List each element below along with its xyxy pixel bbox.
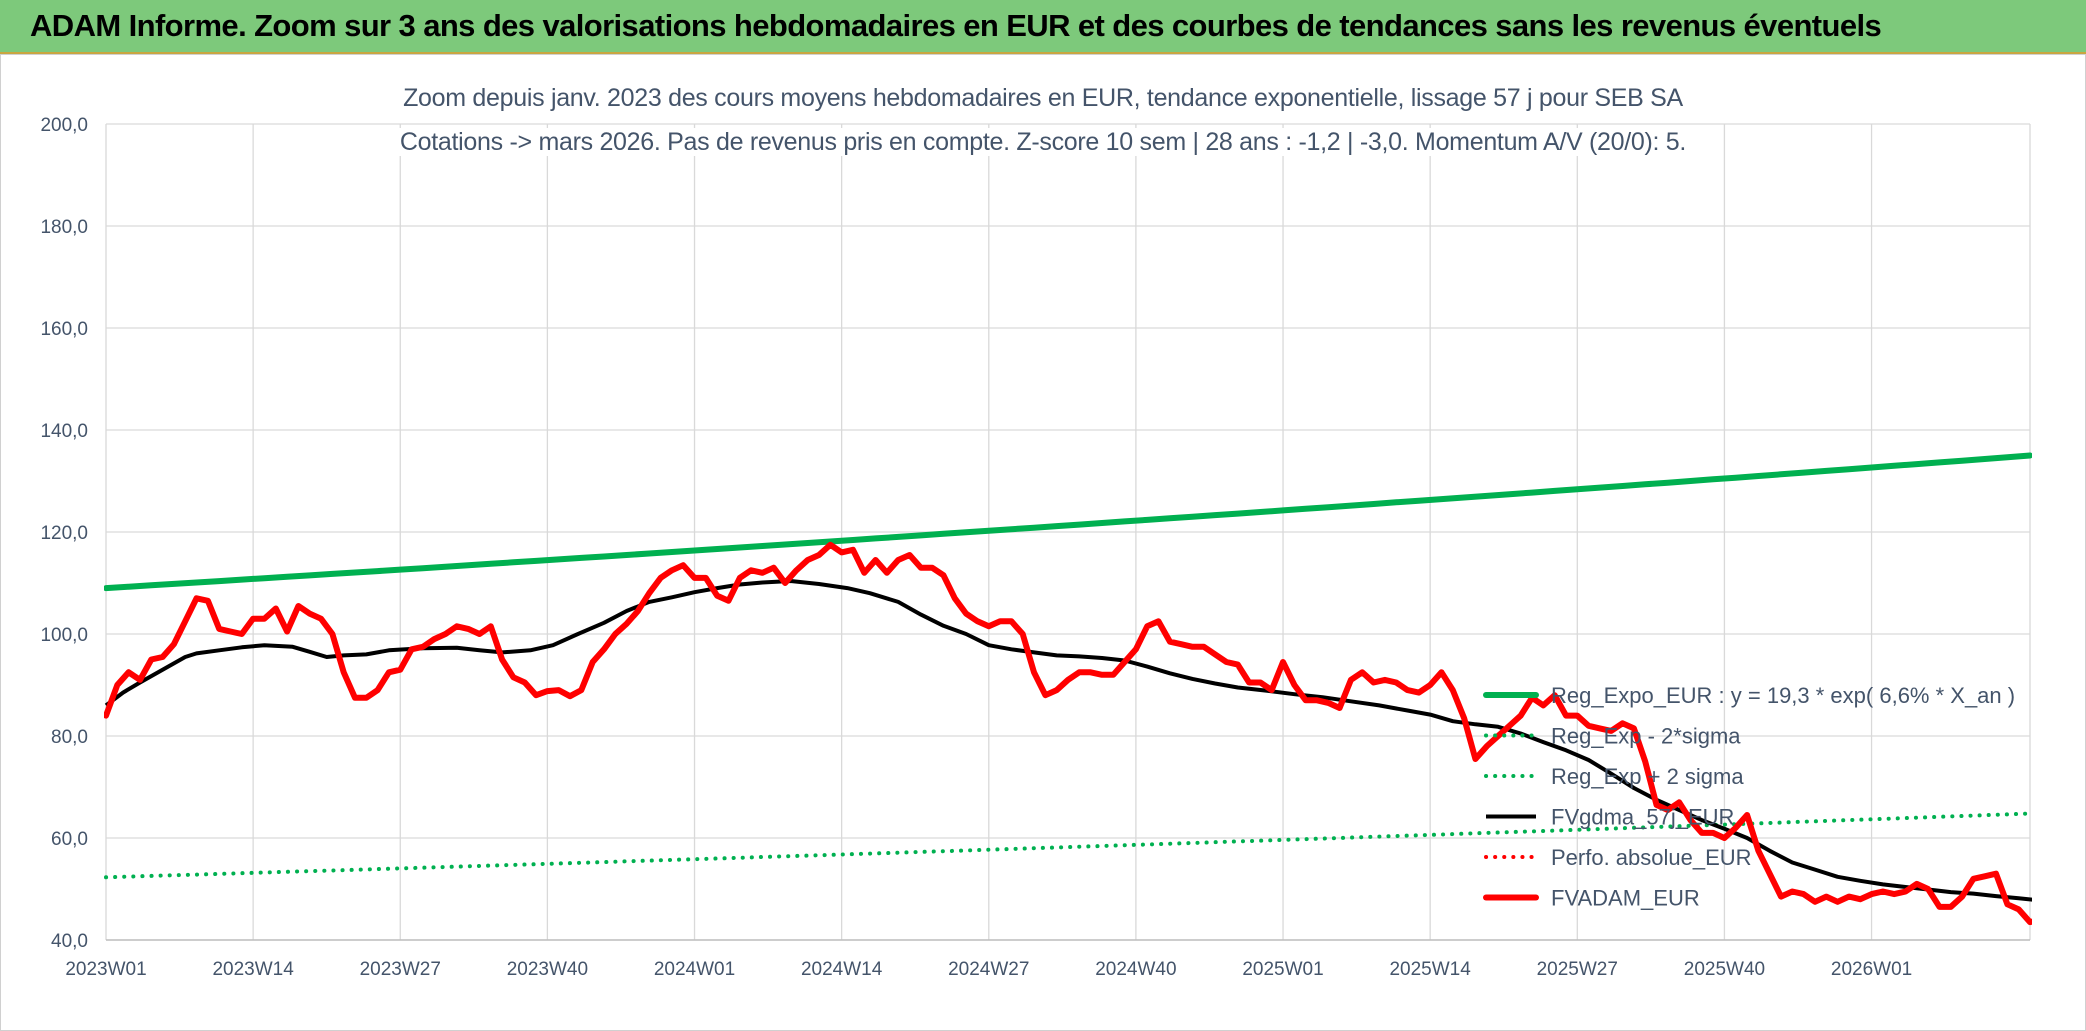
x-tick-label: 2024W01 bbox=[654, 959, 735, 980]
x-tick-label: 2025W01 bbox=[1242, 959, 1323, 980]
y-tick-label: 60,0 bbox=[51, 829, 88, 850]
y-tick-label: 140,0 bbox=[40, 421, 88, 442]
chart-title-line-1-text: Zoom depuis janv. 2023 des cours moyens … bbox=[391, 84, 1695, 112]
y-tick-label: 180,0 bbox=[40, 217, 88, 238]
legend-label: Reg_Exp - 2*sigma bbox=[1551, 724, 1741, 749]
x-tick-label: 2024W27 bbox=[948, 959, 1029, 980]
x-tick-label: 2024W14 bbox=[801, 959, 883, 980]
series-line-0 bbox=[104, 452, 2032, 592]
x-tick-label: 2023W14 bbox=[212, 959, 294, 980]
x-tick-label: 2026W01 bbox=[1831, 959, 1912, 980]
y-tick-label: 160,0 bbox=[40, 319, 88, 340]
y-tick-label: 100,0 bbox=[40, 625, 88, 646]
series-line-5 bbox=[104, 541, 2032, 926]
legend-label: FVADAM_EUR bbox=[1551, 886, 1700, 911]
legend-label: Perfo. absolue_EUR bbox=[1551, 845, 1752, 870]
y-tick-label: 120,0 bbox=[40, 523, 88, 544]
y-tick-label: 80,0 bbox=[51, 727, 88, 748]
x-tick-label: 2023W01 bbox=[65, 959, 146, 980]
series-line-3 bbox=[104, 579, 2032, 902]
page-title: ADAM Informe. Zoom sur 3 ans des valoris… bbox=[30, 8, 1882, 43]
x-tick-label: 2025W27 bbox=[1537, 959, 1618, 980]
chart-title-line-1: Zoom depuis janv. 2023 des cours moyens … bbox=[0, 84, 2086, 113]
y-tick-label: 40,0 bbox=[51, 931, 88, 952]
x-axis-labels: 2023W01 2023W14 2023W27 2023W40 2024W01 2024W… bbox=[65, 959, 1912, 980]
chart-title-line-2-text: Cotations -> mars 2026. Pas de revenus p… bbox=[387, 128, 1699, 156]
grid-layer bbox=[105, 123, 2031, 941]
y-tick-label: 200,0 bbox=[40, 115, 88, 136]
chart-title-line-2: Cotations -> mars 2026. Pas de revenus p… bbox=[0, 128, 2086, 157]
x-tick-label: 2023W40 bbox=[507, 959, 588, 980]
legend-label: Reg_Expo_EUR : y = 19,3 * exp( 6,6% * X_… bbox=[1551, 683, 2015, 708]
x-tick-label: 2025W14 bbox=[1389, 959, 1471, 980]
series-layer bbox=[104, 452, 2032, 926]
header-banner: ADAM Informe. Zoom sur 3 ans des valoris… bbox=[0, 0, 2086, 54]
legend-label: FVgdma_57j_EUR bbox=[1551, 805, 1734, 830]
legend-label: Reg_Exp + 2 sigma bbox=[1551, 764, 1744, 789]
x-tick-label: 2023W27 bbox=[360, 959, 441, 980]
legend: Reg_Expo_EUR : y = 19,3 * exp( 6,6% * X_… bbox=[1483, 683, 2015, 911]
y-axis-labels: 40,0 60,0 80,0 100,0 120,0 140,0 160,0 180,0 200… bbox=[40, 115, 88, 952]
x-tick-label: 2024W40 bbox=[1095, 959, 1176, 980]
x-tick-label: 2025W40 bbox=[1684, 959, 1765, 980]
